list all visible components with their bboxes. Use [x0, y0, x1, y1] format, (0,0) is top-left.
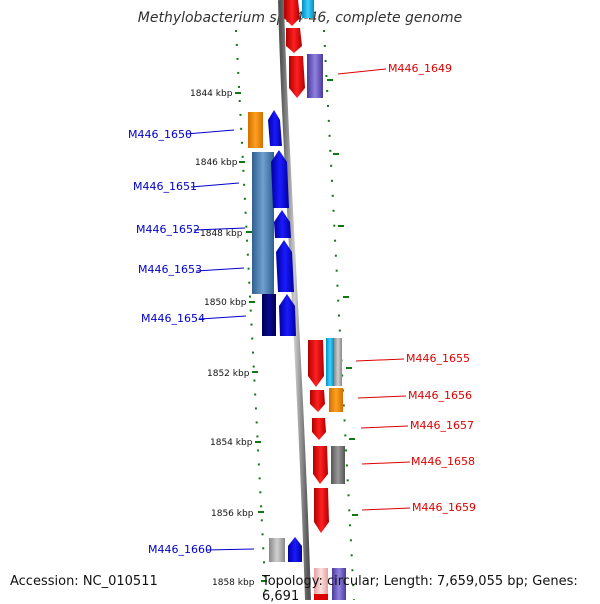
gene-arrow-red[interactable]	[289, 56, 305, 98]
gene-block-pink[interactable]	[314, 568, 328, 600]
gene-label-right[interactable]: M446_1655	[406, 352, 470, 365]
gene-block-steel[interactable]	[252, 152, 274, 294]
tick-label-1846: 1846 kbp	[195, 158, 238, 168]
gene-block-purple[interactable]	[332, 568, 346, 600]
gene-label-left[interactable]: M446_1660	[148, 543, 212, 556]
gene-label-right[interactable]: M446_1649	[388, 62, 452, 75]
gene-block-orange[interactable]	[248, 112, 263, 148]
gene-arrow-blue[interactable]	[279, 294, 296, 336]
gene-block-purple[interactable]	[307, 54, 323, 98]
right-strand-guide	[323, 29, 355, 600]
gene-label-left[interactable]: M446_1652	[136, 223, 200, 236]
gene-label-right[interactable]: M446_1657	[410, 419, 474, 432]
gene-label-left[interactable]: M446_1654	[141, 312, 205, 325]
gene-arrow-blue[interactable]	[271, 150, 289, 208]
genome-backbone	[278, 0, 311, 600]
gene-label-left[interactable]: M446_1653	[138, 263, 202, 276]
gene-arrow-blue[interactable]	[268, 110, 282, 146]
tick-marks	[235, 79, 358, 582]
left-leader-lines	[185, 129, 255, 551]
gene-label-left[interactable]: M446_1650	[128, 128, 192, 141]
tick-label-1852: 1852 kbp	[207, 369, 250, 379]
gene-label-right[interactable]: M446_1659	[412, 501, 476, 514]
tick-label-1850: 1850 kbp	[204, 298, 247, 308]
accession-label: Accession: NC_010511	[10, 574, 158, 589]
gene-arrow-blue[interactable]	[276, 240, 294, 292]
gene-label-right[interactable]: M446_1656	[408, 389, 472, 402]
gene-arrow-red[interactable]	[308, 340, 324, 387]
gene-arrow-red[interactable]	[310, 390, 325, 412]
tick-label-1844: 1844 kbp	[190, 89, 233, 99]
gene-arrow-red[interactable]	[313, 446, 328, 484]
gene-label-left[interactable]: M446_1651	[133, 180, 197, 193]
gene-block-grey[interactable]	[331, 446, 345, 484]
tick-label-1848: 1848 kbp	[200, 229, 243, 239]
gene-arrow-red[interactable]	[314, 488, 329, 533]
gene-arrow-red[interactable]	[284, 0, 300, 26]
gene-arrow-blue[interactable]	[274, 210, 291, 238]
gene-block-navy[interactable]	[262, 294, 276, 336]
right-leader-lines	[337, 68, 411, 511]
tick-label-1854: 1854 kbp	[210, 438, 253, 448]
gene-arrow-red[interactable]	[286, 28, 302, 53]
gene-label-right[interactable]: M446_1658	[411, 455, 475, 468]
gene-block-orange[interactable]	[329, 388, 343, 412]
tick-label-1858: 1858 kbp	[212, 578, 255, 588]
gene-arrow-blue[interactable]	[288, 537, 302, 562]
tick-label-1856: 1856 kbp	[211, 509, 254, 519]
gene-block-red[interactable]	[314, 594, 328, 600]
gene-block-cyan[interactable]	[326, 338, 334, 386]
gene-block-lightgrey[interactable]	[334, 338, 342, 386]
gene-block-cyan[interactable]	[302, 0, 314, 18]
gene-block-lightgrey[interactable]	[269, 538, 285, 562]
gene-arrow-red[interactable]	[312, 418, 326, 440]
